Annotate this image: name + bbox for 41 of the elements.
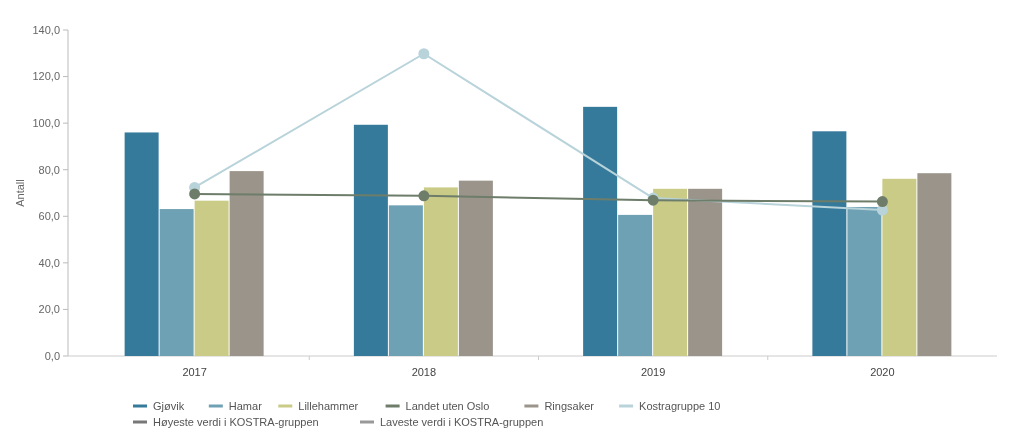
point (418, 190, 430, 202)
bar (124, 132, 159, 356)
legend-label: Lillehammer (298, 399, 359, 412)
bar (882, 178, 917, 356)
legend-label: Ringsaker (544, 399, 595, 412)
bar (159, 209, 194, 356)
legend-label: Hamar (228, 399, 263, 412)
y-tick-label: 20,0 (38, 303, 60, 316)
y-tick-label: 60,0 (38, 210, 60, 223)
x-tick-label: 2017 (182, 366, 207, 378)
legend-label: Laveste verdi i KOSTRA-gruppen (380, 415, 544, 428)
bar (812, 131, 847, 356)
legend-label: Gjøvik (153, 399, 185, 412)
bar (917, 173, 952, 356)
point (418, 48, 430, 60)
legend-label: Kostragruppe 10 (639, 399, 721, 412)
y-tick-label: 100,0 (32, 116, 60, 129)
bar (618, 214, 653, 356)
bar (583, 106, 618, 356)
bar (423, 187, 458, 356)
bar (388, 205, 423, 356)
y-tick-label: 120,0 (32, 70, 60, 83)
y-tick-label: 80,0 (38, 163, 60, 176)
bar (194, 200, 229, 356)
y-tick-label: 0,0 (44, 349, 60, 362)
bar (353, 124, 388, 356)
y-axis-title: Antall (14, 179, 26, 207)
x-tick-label: 2019 (640, 366, 666, 378)
x-tick-label: 2018 (411, 366, 437, 378)
bar (458, 180, 493, 356)
legend-label: Landet uten Oslo (405, 399, 490, 412)
x-tick-label: 2020 (870, 366, 895, 378)
point (189, 188, 201, 200)
y-tick-label: 40,0 (38, 256, 60, 269)
bar (653, 188, 688, 356)
bar (229, 171, 264, 356)
bar (688, 188, 723, 356)
bar (847, 206, 882, 356)
point (876, 196, 888, 208)
legend-label: Høyeste verdi i KOSTRA-gruppen (153, 415, 319, 428)
y-tick-label: 140,0 (32, 23, 60, 36)
